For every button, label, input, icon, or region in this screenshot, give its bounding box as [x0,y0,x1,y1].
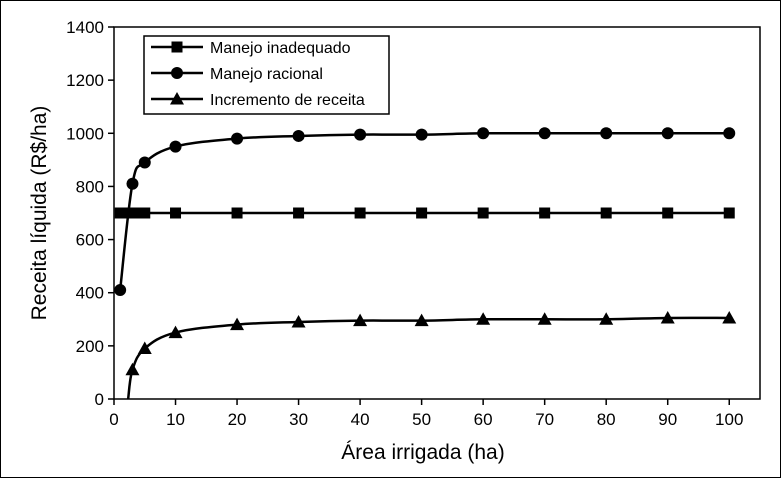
data-point [120,207,132,219]
data-point [291,314,306,328]
data-point [231,207,243,219]
data-point [723,207,735,219]
data-point [415,128,428,141]
y-tick-label: 0 [95,390,104,409]
data-point [293,207,305,219]
data-point [539,207,551,219]
data-point [169,140,182,153]
data-point [114,284,127,297]
legend-marker [171,41,183,53]
series-incremento-de-receita [125,310,737,400]
y-axis: 0 200 400 600 800 1000 1200 1400 [66,18,114,409]
data-point [353,313,368,327]
x-axis: 0 10 20 30 40 50 60 70 80 90 100 [109,399,743,429]
data-point [354,128,367,141]
series-manejo-racional [114,127,736,297]
x-tick-label: 60 [474,410,493,429]
x-tick-label: 40 [351,410,370,429]
legend-label: Incremento de receita [210,92,365,109]
data-point [722,310,737,324]
data-point [126,207,138,219]
data-point [600,207,612,219]
series-manejo-inadequado [114,207,735,219]
legend-box [143,35,390,115]
data-point [538,127,551,140]
data-point [133,207,145,219]
legend-label: Manejo inadequado [210,40,351,57]
data-point [114,207,126,219]
y-tick-label: 1400 [66,18,104,37]
x-tick-label: 20 [228,410,247,429]
legend-marker [170,92,184,105]
data-point [138,156,151,169]
y-tick-label: 600 [76,231,104,250]
data-point [354,207,366,219]
data-point [600,127,613,140]
data-point [230,317,245,331]
data-point [662,207,674,219]
legend-marker [171,67,183,79]
data-point [414,313,429,327]
data-point [137,341,152,355]
data-point [168,325,183,339]
y-tick-label: 1000 [66,124,104,143]
data-point [126,177,139,190]
data-point [661,127,674,140]
data-point [599,312,614,325]
data-point [477,127,490,140]
data-point [723,127,736,140]
data-point [477,207,489,219]
series-layer [114,127,737,400]
y-tick-label: 1200 [66,71,104,90]
x-axis-title: Área irrigada (ha) [341,441,504,464]
data-point [231,132,244,145]
x-tick-label: 70 [535,410,554,429]
y-tick-label: 800 [76,177,104,196]
x-tick-label: 0 [109,410,118,429]
x-tick-label: 10 [166,410,185,429]
legend: Manejo inadequado Manejo racional Incremen… [143,35,390,115]
y-tick-label: 200 [76,337,104,356]
x-tick-label: 100 [715,410,743,429]
legend-label: Manejo racional [210,66,323,83]
x-tick-label: 90 [658,410,677,429]
data-point [292,129,305,142]
data-point [537,312,552,325]
y-tick-label: 400 [76,284,104,303]
y-axis-title: Receita líquida (R$/ha) [28,106,51,321]
data-point [416,207,428,219]
data-point [125,362,140,376]
x-tick-label: 50 [412,410,431,429]
x-tick-label: 30 [289,410,308,429]
x-tick-label: 80 [597,410,616,429]
data-point [476,312,491,325]
data-point [139,207,151,219]
data-point [170,207,182,219]
data-point [660,310,675,324]
